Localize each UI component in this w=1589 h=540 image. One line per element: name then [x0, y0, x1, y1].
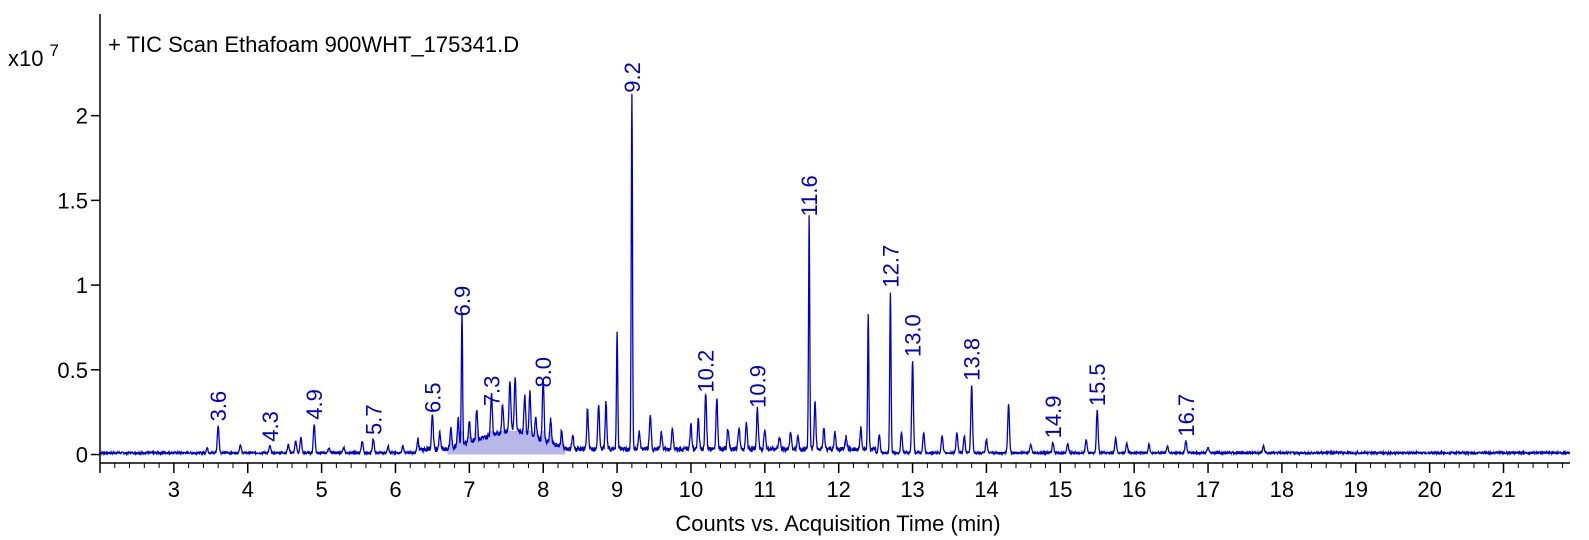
peak-label: 16.7	[1174, 394, 1199, 437]
peak-label: 6.5	[420, 382, 445, 413]
peak-label: 3.6	[206, 391, 231, 422]
x-tick-label: 17	[1196, 477, 1220, 502]
x-tick-label: 20	[1417, 477, 1441, 502]
peak-label: 9.2	[620, 62, 645, 93]
x-tick-label: 9	[611, 477, 623, 502]
y-tick-label: 1	[76, 273, 88, 298]
x-tick-label: 19	[1344, 477, 1368, 502]
peak-label: 15.5	[1085, 363, 1110, 406]
x-tick-label: 15	[1048, 477, 1072, 502]
x-tick-label: 7	[463, 477, 475, 502]
peak-label: 11.6	[797, 175, 822, 216]
y-tick-label: 1.5	[57, 188, 88, 213]
chart-title: + TIC Scan Ethafoam 900WHT_175341.D	[108, 32, 519, 57]
x-tick-label: 18	[1270, 477, 1294, 502]
peak-label: 10.9	[745, 365, 770, 408]
peak-label: 13.0	[901, 314, 926, 357]
hump-fill-area	[447, 430, 566, 455]
y-multiplier-exponent: 7	[49, 41, 58, 60]
x-tick-label: 8	[537, 477, 549, 502]
y-multiplier-label: x10 7	[8, 41, 59, 71]
peak-label: 14.9	[1041, 396, 1066, 439]
x-tick-label: 21	[1491, 477, 1515, 502]
y-multiplier-base: x10	[8, 46, 43, 71]
peak-label: 5.7	[361, 404, 386, 435]
x-tick-label: 11	[753, 477, 776, 502]
y-tick-label: 0.5	[57, 358, 88, 383]
peak-label: 7.3	[480, 376, 505, 407]
peak-label: 4.9	[302, 389, 327, 420]
x-tick-label: 14	[974, 477, 998, 502]
peak-label: 4.3	[258, 411, 283, 442]
trace-layer	[99, 93, 1571, 457]
peak-labels: 3.6 4.3 4.9 5.7 6.5 6.9 7.3 8.0 9.2 10.2 10.9 11.6 1…	[206, 62, 1199, 442]
x-tick-label: 16	[1122, 477, 1146, 502]
peak-label: 10.2	[694, 350, 719, 393]
x-tick-label: 4	[242, 477, 254, 502]
tic-trace-line	[99, 93, 1571, 457]
x-tick-label: 12	[826, 477, 850, 502]
x-axis-label: Counts vs. Acquisition Time (min)	[675, 511, 1000, 536]
x-tick-label: 6	[389, 477, 401, 502]
x-tick-label: 3	[168, 477, 180, 502]
y-tick-label: 2	[76, 104, 88, 129]
x-tick-label: 13	[900, 477, 924, 502]
y-axis-ticks: 0 0.5 1 1.5 2	[57, 104, 100, 468]
peak-label: 13.8	[960, 338, 985, 381]
x-tick-label: 5	[315, 477, 327, 502]
x-tick-label: 10	[679, 477, 703, 502]
trace-fill-layer	[447, 430, 566, 455]
peak-label: 6.9	[450, 286, 475, 317]
x-axis-ticks: 3 4 5 6 7 8 9 10 11 12 13 14 15 16 17 18 19 20 21	[99, 463, 1564, 502]
y-tick-label: 0	[76, 443, 88, 468]
peak-label: 8.0	[531, 357, 556, 388]
peak-label: 12.7	[878, 245, 903, 288]
